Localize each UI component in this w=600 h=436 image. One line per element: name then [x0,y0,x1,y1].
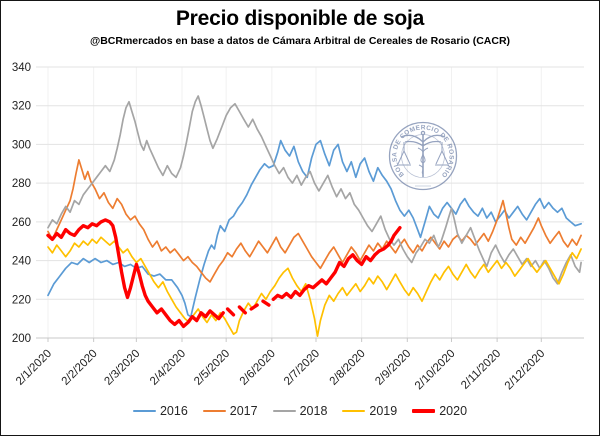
legend-label-2018: 2018 [299,404,328,418]
legend-item-2018: 2018 [272,404,328,418]
balance-scale-icon [397,142,411,166]
x-tick-label: 2/8/2020 [328,348,368,388]
legend-swatch-2016 [132,409,156,413]
y-tick-label: 220 [12,294,31,306]
y-tick-label: 200 [12,333,31,345]
x-tick-label: 2/12/2020 [503,348,548,393]
legend-label-2019: 2019 [369,404,398,418]
y-tick-label: 340 [12,62,31,74]
legend-swatch-2020 [412,409,436,413]
x-tick-label: 2/5/2020 [192,348,232,388]
legend-label-2016: 2016 [159,404,188,418]
y-tick-label: 240 [12,256,31,268]
x-tick-label: 2/3/2020 [102,348,142,388]
chart-title: Precio disponible de soja [175,7,425,30]
series-line-2020 [261,299,271,307]
legend-label-2020: 2020 [439,404,468,418]
series-line-2020 [46,218,225,329]
series-line-2020 [249,303,259,311]
caduceus-snakes-icon [417,147,429,175]
legend-swatch-2018 [272,409,296,413]
legend: 2016 2017 2018 2019 2020 [1,404,599,418]
series-line-2020 [237,305,248,315]
legend-swatch-2017 [202,409,226,413]
x-tick-label: 2/9/2020 [373,348,413,388]
legend-item-2017: 2017 [202,404,258,418]
legend-item-2019: 2019 [342,404,397,418]
x-tick-label: 2/2/2020 [60,348,100,388]
series-line-2017 [47,159,582,283]
series-line-2018 [47,95,582,285]
y-tick-label: 320 [12,101,31,113]
watermark-seal: BOLSA DE COMERCIO DE ROSARIO [388,121,458,191]
y-tick-label: 280 [12,178,31,190]
caduceus-wings-icon [400,134,446,147]
series-line-2020 [225,307,236,317]
x-tick-label: 2/4/2020 [148,348,188,388]
y-tick-label: 260 [12,217,31,229]
caduceus-top-icon [420,130,426,136]
balance-scale-icon [435,142,449,166]
series-line-2019 [47,236,582,337]
series-line-2020 [271,225,402,301]
legend-item-2016: 2016 [132,404,188,418]
x-tick-label: 2/1/2020 [14,348,54,388]
legend-swatch-2019 [342,409,366,413]
series-line-2016 [47,139,582,318]
x-tick-label: 2/7/2020 [282,348,322,388]
watermark-outer-ring [388,121,458,191]
y-tick-label: 300 [12,139,31,151]
x-tick-label: 2/11/2020 [459,348,503,392]
legend-item-2020: 2020 [412,404,467,418]
legend-label-2017: 2017 [229,404,258,418]
x-tick-label: 2/10/2020 [413,348,458,393]
x-tick-label: 2/6/2020 [238,348,278,388]
chart-subtitle: @BCRmercados en base a datos de Cámara A… [89,35,511,47]
